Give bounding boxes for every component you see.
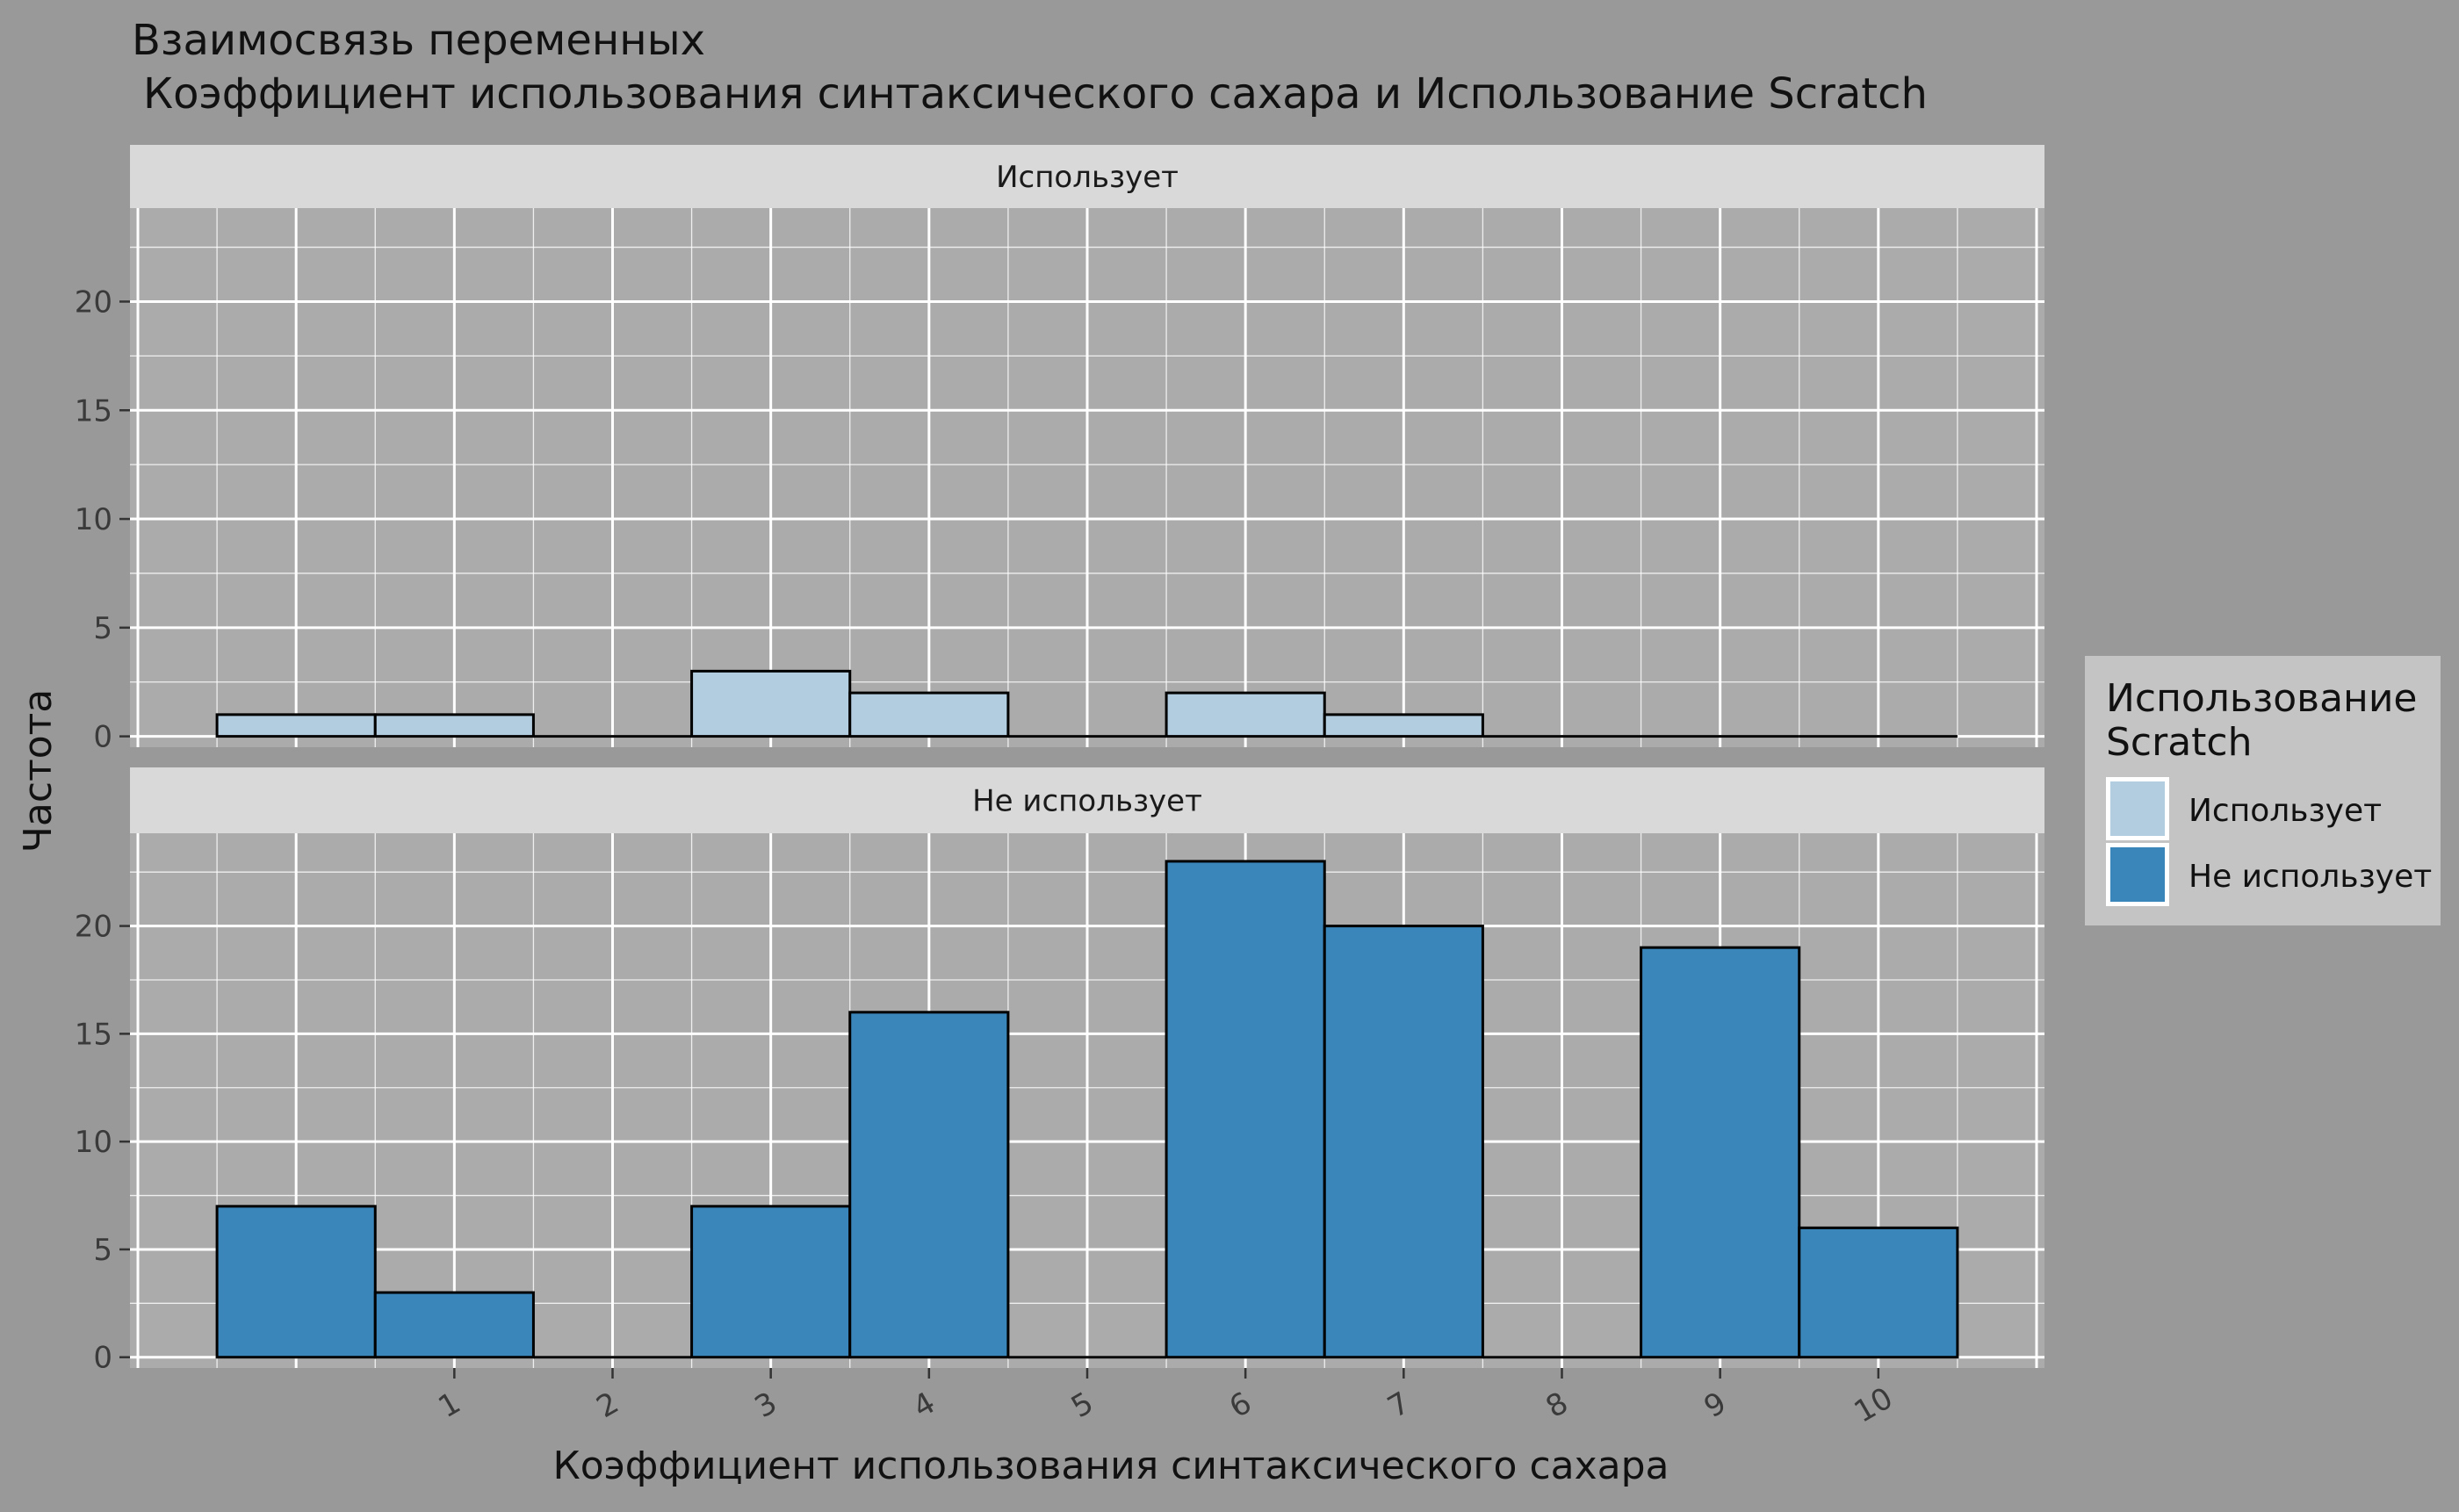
facet-strip [130,767,2044,833]
y-tick-label: 10 [75,1125,112,1160]
facet-strip-label: Использует [996,160,1179,195]
histogram-bar [690,1205,852,1359]
legend-label: Использует [2189,793,2382,829]
histogram-bar [215,1205,377,1359]
y-tick-label: 5 [93,1233,112,1268]
histogram-bar [1323,713,1484,738]
facet-strip [130,145,2044,208]
legend-title-line: Использование [2106,676,2418,721]
histogram-bar [373,713,535,738]
legend-label: Не использует [2189,859,2432,895]
histogram-bar [1323,925,1484,1359]
y-tick-label: 10 [75,502,112,537]
legend-swatch [2110,781,2165,836]
histogram-bar [215,713,377,738]
chart-title: Взаимосвязь переменных [132,16,705,65]
facet-panels: Использует 0 5 10 15 20 Не использует 0 5 10 15 20 [75,145,2044,1376]
facet-strip-label: Не использует [972,784,1202,819]
histogram-bar [690,669,852,738]
y-tick-label: 0 [93,1341,112,1376]
y-tick-label: 5 [93,611,112,646]
histogram-bar [848,691,1010,738]
histogram-bar [1640,946,1801,1359]
chart-subtitle: Коэффициент использования синтаксическог… [143,69,1928,119]
y-axis-title: Частота [16,689,61,853]
y-tick-label: 20 [75,284,112,320]
histogram-bar [1798,1226,1959,1359]
histogram-bar [1165,860,1326,1359]
y-tick-label: 15 [75,393,112,428]
legend-swatch [2110,847,2165,902]
y-tick-label: 20 [75,910,112,945]
histogram-bar [373,1291,535,1359]
histogram-bar [848,1011,1010,1359]
x-axis-title: Коэффициент использования синтаксическог… [552,1444,1669,1488]
facet-panel: Использует 0 5 10 15 20 [75,145,2044,755]
y-tick-label: 15 [75,1017,112,1052]
facet-panel: Не использует 0 5 10 15 20 [75,767,2044,1376]
y-tick-label: 0 [93,720,112,755]
histogram-bar [1165,691,1326,738]
legend-title-line: Scratch [2106,720,2253,765]
